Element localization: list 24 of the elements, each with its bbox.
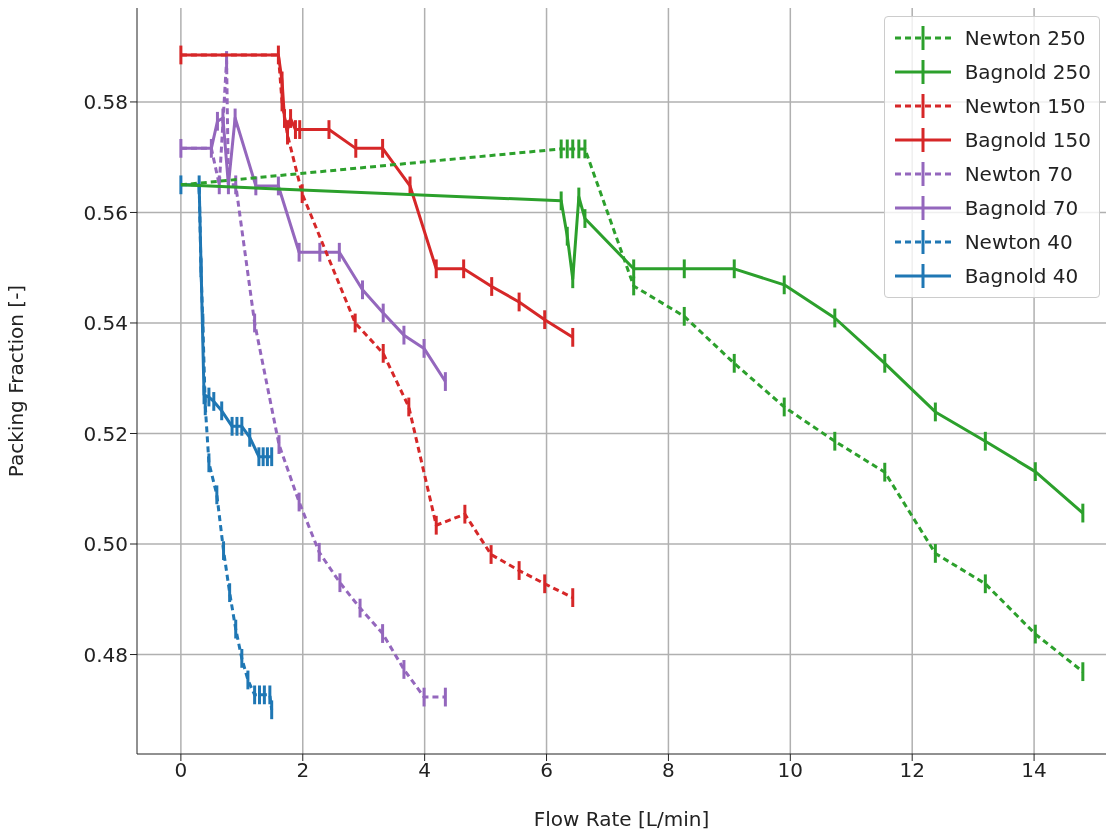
y-tick-label: 0.58 xyxy=(83,90,128,115)
y-tick-label: 0.48 xyxy=(83,642,128,667)
x-tick-label: 8 xyxy=(662,758,675,783)
legend-label: Newton 150 xyxy=(964,94,1086,118)
x-tick-label: 2 xyxy=(296,758,310,783)
y-axis-title: Packing Fraction [-] xyxy=(4,284,29,478)
legend-label: Newton 70 xyxy=(964,162,1073,186)
x-tick-label: 10 xyxy=(777,758,804,783)
legend-label: Newton 250 xyxy=(964,26,1086,50)
y-tick-label: 0.54 xyxy=(83,311,128,336)
x-tick-label: 14 xyxy=(1021,758,1047,783)
y-tick-label: 0.50 xyxy=(83,532,128,557)
legend-label: Bagnold 250 xyxy=(964,60,1091,84)
x-tick-label: 12 xyxy=(899,758,925,783)
x-axis-title: Flow Rate [L/min] xyxy=(533,807,710,831)
x-tick-label: 6 xyxy=(540,758,553,783)
x-tick-label: 4 xyxy=(418,758,432,783)
y-tick-label: 0.52 xyxy=(83,421,128,446)
legend-label: Newton 40 xyxy=(964,230,1073,254)
legend-label: Bagnold 70 xyxy=(964,196,1079,220)
legend-label: Bagnold 40 xyxy=(964,264,1079,288)
legend-label: Bagnold 150 xyxy=(964,128,1091,152)
x-tick-label: 0 xyxy=(174,758,188,783)
y-tick-label: 0.56 xyxy=(83,200,128,225)
